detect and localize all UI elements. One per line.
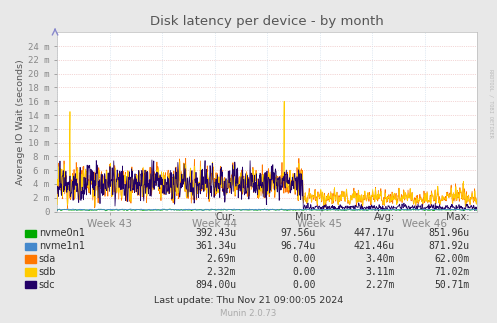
Text: 851.96u: 851.96u: [428, 228, 470, 238]
Text: 3.11m: 3.11m: [366, 267, 395, 277]
Text: 97.56u: 97.56u: [280, 228, 316, 238]
Text: 3.40m: 3.40m: [366, 254, 395, 264]
Text: Cur:: Cur:: [216, 212, 236, 222]
Y-axis label: Average IO Wait (seconds): Average IO Wait (seconds): [16, 59, 25, 185]
Text: 871.92u: 871.92u: [428, 241, 470, 251]
Text: Last update: Thu Nov 21 09:00:05 2024: Last update: Thu Nov 21 09:00:05 2024: [154, 296, 343, 305]
Text: 894.00u: 894.00u: [195, 280, 236, 290]
Text: 2.69m: 2.69m: [207, 254, 236, 264]
Text: 392.43u: 392.43u: [195, 228, 236, 238]
Text: 361.34u: 361.34u: [195, 241, 236, 251]
Text: 71.02m: 71.02m: [434, 267, 470, 277]
Text: 0.00: 0.00: [292, 254, 316, 264]
Text: 96.74u: 96.74u: [280, 241, 316, 251]
Text: Max:: Max:: [446, 212, 470, 222]
Text: RRDTOOL / TOBI OETIKER: RRDTOOL / TOBI OETIKER: [489, 69, 494, 138]
Text: Min:: Min:: [295, 212, 316, 222]
Text: nvme1n1: nvme1n1: [39, 241, 85, 251]
Text: 0.00: 0.00: [292, 280, 316, 290]
Text: 2.27m: 2.27m: [366, 280, 395, 290]
Text: nvme0n1: nvme0n1: [39, 228, 85, 238]
Text: 421.46u: 421.46u: [354, 241, 395, 251]
Title: Disk latency per device - by month: Disk latency per device - by month: [150, 16, 384, 28]
Text: 62.00m: 62.00m: [434, 254, 470, 264]
Text: Munin 2.0.73: Munin 2.0.73: [220, 309, 277, 318]
Text: 2.32m: 2.32m: [207, 267, 236, 277]
Text: sdc: sdc: [39, 280, 55, 290]
Text: 50.71m: 50.71m: [434, 280, 470, 290]
Text: 0.00: 0.00: [292, 267, 316, 277]
Text: sdb: sdb: [39, 267, 56, 277]
Text: Avg:: Avg:: [374, 212, 395, 222]
Text: 447.17u: 447.17u: [354, 228, 395, 238]
Text: sda: sda: [39, 254, 56, 264]
